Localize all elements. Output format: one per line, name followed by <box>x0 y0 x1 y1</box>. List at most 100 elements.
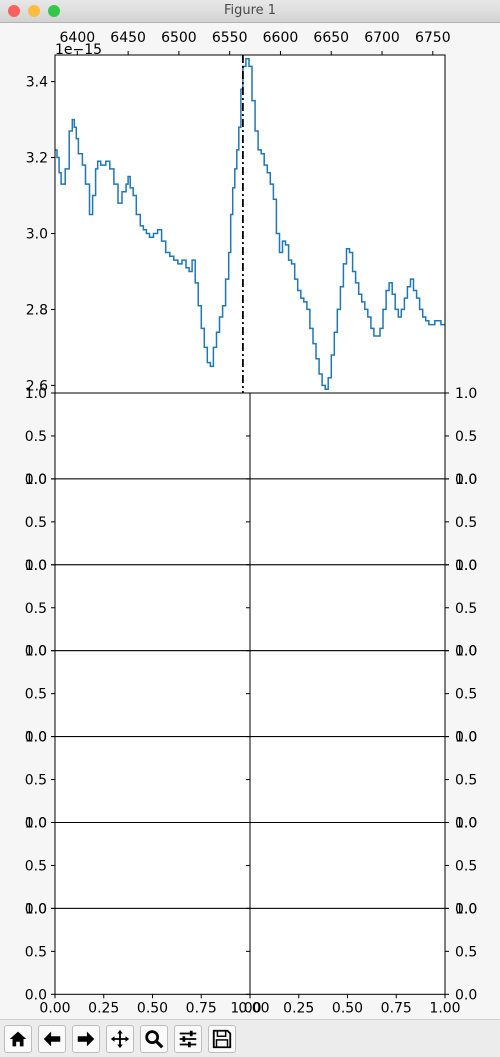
y-tick-label: 1.0 <box>455 472 477 488</box>
close-window-button[interactable] <box>8 5 20 17</box>
left-subplot <box>54 736 251 823</box>
right-subplot <box>249 392 446 480</box>
y-tick-label: 0.5 <box>25 687 47 703</box>
arrow-left-icon <box>43 1031 61 1047</box>
x-tick-label: 6650 <box>313 30 349 46</box>
plot-background <box>55 55 445 393</box>
zoom-button[interactable] <box>140 1025 168 1053</box>
y-tick-label: 1.0 <box>25 730 47 746</box>
x-tick-label: 6700 <box>364 30 400 46</box>
subplot-row: 0.0 0.0 0.5 0.5 1.0 1.0 <box>25 901 478 1003</box>
y-tick-label: 0.5 <box>25 944 47 960</box>
move-icon <box>110 1029 130 1049</box>
right-subplot <box>249 822 446 909</box>
figure-canvas[interactable]: 6400 6450 6500 6550 6600 6650 6700 6750 2.6 2.8 3.… <box>0 23 500 1019</box>
y-tick-label: 1.0 <box>455 558 477 574</box>
y-tick-label: 2.6 <box>26 378 48 394</box>
minimize-window-button[interactable] <box>28 5 40 17</box>
window-titlebar: Figure 1 <box>0 0 500 23</box>
forward-button[interactable] <box>72 1025 100 1053</box>
x-tick-label: 6450 <box>110 30 146 46</box>
y-tick-label: 1.0 <box>455 730 477 746</box>
right-subplot <box>249 907 446 995</box>
left-subplot <box>54 392 251 480</box>
y-tick-label: 1.0 <box>455 386 477 402</box>
x-tick-label: 0.50 <box>332 1000 363 1016</box>
y-tick-label: 0.0 <box>455 730 477 746</box>
main-spectrum-axes: 6400 6450 6500 6550 6600 6650 6700 6750 2.6 2.8 3.… <box>26 30 451 394</box>
save-button[interactable] <box>208 1025 236 1053</box>
x-tick-label: 1.00 <box>230 1000 261 1016</box>
right-subplot <box>249 650 446 738</box>
y-tick-label: 3.4 <box>26 75 48 91</box>
y-tick-label: 3.2 <box>26 151 48 167</box>
y-tick-label: 1.0 <box>25 901 47 917</box>
y-tick-label: 0.5 <box>455 858 477 874</box>
floppy-icon <box>212 1029 232 1049</box>
subplots-button[interactable] <box>174 1025 202 1053</box>
y-tick-label: 0.5 <box>455 944 477 960</box>
y-tick-label: 1.0 <box>455 816 477 832</box>
y-tick-label: 2.8 <box>26 302 48 318</box>
y-tick-label: 0.0 <box>25 558 47 574</box>
y-tick-label: 0.0 <box>25 816 47 832</box>
magnifier-icon <box>145 1030 164 1049</box>
window-title: Figure 1 <box>223 3 277 18</box>
left-subplot <box>54 907 251 995</box>
x-tick-label: 0.25 <box>283 1000 314 1016</box>
y-tick-label: 0.5 <box>455 773 477 789</box>
right-subplot <box>249 478 446 566</box>
subplot-row: 0.0 0.0 0.5 0.5 1.0 1.0 <box>25 558 478 660</box>
x-tick-label: 6400 <box>60 30 96 46</box>
left-subplot <box>54 650 251 738</box>
y-tick-label: 0.0 <box>455 558 477 574</box>
bottom-x-axis: 0.00 0.00 0.25 0.25 0.50 0.50 0.75 0.75 1.00 1.00 <box>39 994 461 1016</box>
y-tick-label: 0.5 <box>25 858 47 874</box>
y-tick-label: 1.0 <box>455 644 477 660</box>
pan-button[interactable] <box>106 1025 134 1053</box>
y-offset-text: 1e−15 <box>55 42 102 58</box>
subplot-row: 0.0 0.0 0.5 0.5 1.0 1.0 <box>25 730 478 832</box>
arrow-right-icon <box>77 1031 95 1047</box>
y-tick-label: 0.0 <box>455 816 477 832</box>
back-button[interactable] <box>38 1025 66 1053</box>
y-tick-label: 0.5 <box>455 515 477 531</box>
subplot-row: 0.0 0.0 0.5 0.5 1.0 1.0 <box>25 644 478 746</box>
x-tick-label: 1.00 <box>429 1000 460 1016</box>
zoom-window-button[interactable] <box>48 5 60 17</box>
right-subplot <box>249 564 446 652</box>
x-tick-label: 6550 <box>212 30 248 46</box>
y-tick-label: 0.5 <box>455 687 477 703</box>
y-tick-label: 0.5 <box>455 601 477 617</box>
x-tick-label: 0.00 <box>238 1000 269 1016</box>
left-subplot <box>54 564 251 652</box>
x-tick-label: 6500 <box>161 30 197 46</box>
y-tick-label: 0.0 <box>455 987 477 1003</box>
y-tick-label: 1.0 <box>25 472 47 488</box>
subplot-row: 0.0 0.0 0.5 0.5 1.0 1.0 <box>25 386 478 488</box>
y-tick-label: 0.0 <box>455 901 477 917</box>
y-tick-label: 0.5 <box>25 515 47 531</box>
x-tick-label: 0.75 <box>186 1000 217 1016</box>
left-subplot <box>54 478 251 566</box>
y-tick-label: 1.0 <box>455 901 477 917</box>
left-subplot <box>54 822 251 909</box>
y-tick-label: 1.0 <box>25 816 47 832</box>
y-tick-label: 1.0 <box>25 386 47 402</box>
y-tick-label: 0.5 <box>25 429 47 445</box>
subplot-row: 0.0 0.0 0.5 0.5 1.0 1.0 <box>25 816 478 918</box>
y-tick-label: 0.5 <box>25 601 47 617</box>
y-tick-label: 0.0 <box>455 644 477 660</box>
home-icon <box>9 1031 27 1047</box>
x-tick-label: 0.25 <box>88 1000 119 1016</box>
spectrum-line <box>55 58 445 390</box>
y-tick-label: 0.0 <box>25 644 47 660</box>
y-tick-label: 1.0 <box>25 558 47 574</box>
home-button[interactable] <box>4 1025 32 1053</box>
y-tick-label: 0.0 <box>25 987 47 1003</box>
x-tick-label: 6600 <box>263 30 299 46</box>
x-tick-label: 0.00 <box>39 1000 70 1016</box>
subplot-row: 0.0 0.0 0.5 0.5 1.0 1.0 <box>25 472 478 574</box>
y-tick-label: 0.5 <box>455 429 477 445</box>
y-tick-label: 1.0 <box>25 644 47 660</box>
